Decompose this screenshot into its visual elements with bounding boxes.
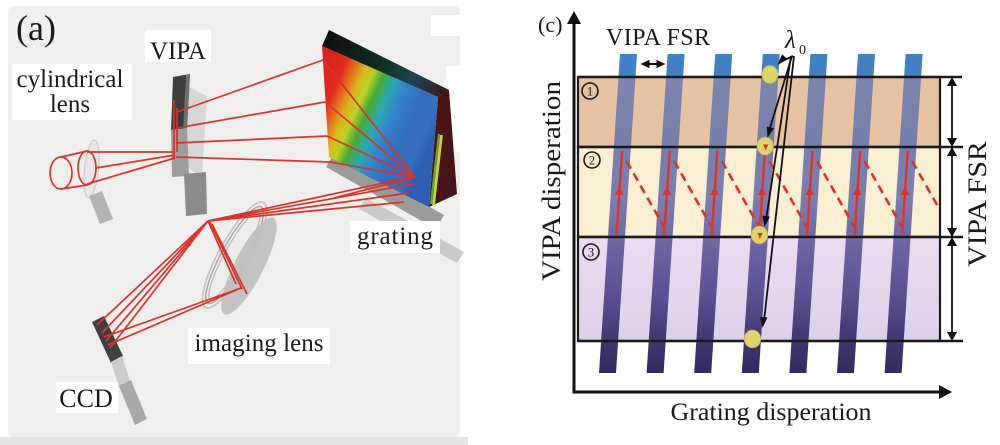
svg-text:2: 2 <box>589 154 595 168</box>
svg-text:cylindrical: cylindrical <box>17 66 124 93</box>
svg-text:1: 1 <box>587 85 593 99</box>
svg-text:VIPA FSR: VIPA FSR <box>606 25 710 51</box>
svg-text:Grating disperation: Grating disperation <box>671 399 873 426</box>
svg-text:VIPA: VIPA <box>150 38 206 65</box>
svg-text:CCD: CCD <box>59 384 112 413</box>
svg-text:λ: λ <box>784 27 796 54</box>
svg-text:VIPA disperation: VIPA disperation <box>537 81 566 281</box>
svg-text:(c): (c) <box>538 12 562 37</box>
svg-text:imaging lens: imaging lens <box>195 330 324 357</box>
svg-text:0: 0 <box>799 43 806 58</box>
svg-text:VIPA FSR: VIPA FSR <box>963 140 992 267</box>
svg-text:grating: grating <box>357 223 434 250</box>
svg-text:3: 3 <box>588 246 594 260</box>
svg-text:lens: lens <box>50 91 90 118</box>
svg-text:(a): (a) <box>16 8 56 48</box>
